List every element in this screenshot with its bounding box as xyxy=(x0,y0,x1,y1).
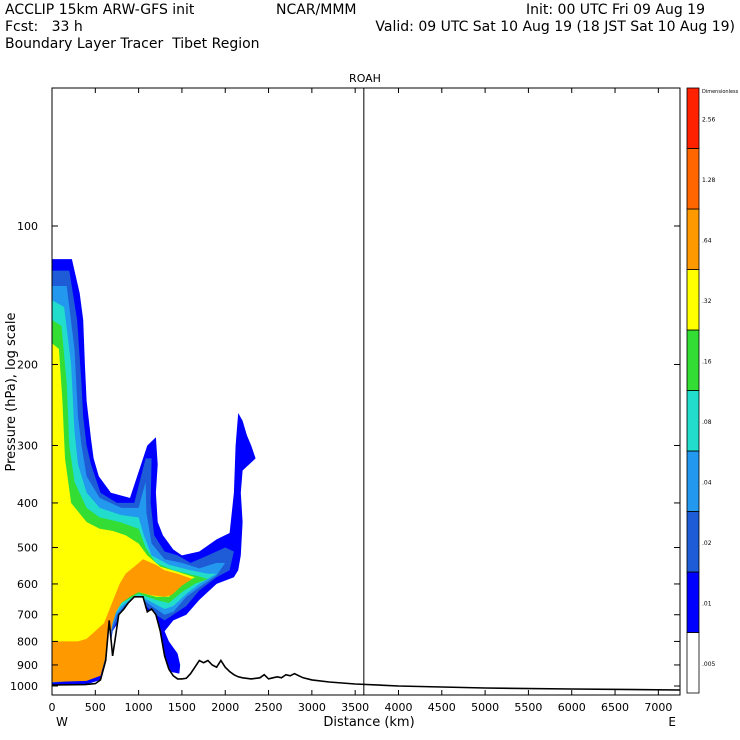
y-tick-label: 700 xyxy=(17,609,38,622)
x-tick-label: 3500 xyxy=(341,701,369,714)
x-axis-ticks: 0 500 1000 1500 2000 2500 3000 3500 4000 4500 5000… xyxy=(49,88,672,714)
tracer-band-64 xyxy=(52,559,193,682)
colorbar-level-label: .04 xyxy=(702,479,712,486)
header-model-title: ACCLIP 15km ARW-GFS init xyxy=(5,2,195,18)
colorbar-swatch xyxy=(686,511,700,573)
colorbar: .005 .01 .02 .04 .08 .16 .32 .64 1.28 2.56 Dimensi… xyxy=(686,87,739,694)
terrain-profile xyxy=(51,595,681,695)
colorbar-swatch xyxy=(686,148,700,210)
colorbar-level-label: 2.56 xyxy=(702,116,716,123)
y-tick-label: 500 xyxy=(17,542,38,555)
tracer-contours xyxy=(52,259,256,686)
header-valid-time: Valid: 09 UTC Sat 10 Aug 19 (18 JST Sat … xyxy=(375,19,735,35)
colorbar-level-label: .32 xyxy=(702,298,712,305)
x-tick-label: 2500 xyxy=(255,701,283,714)
colorbar-level-label: 1.28 xyxy=(702,177,716,184)
x-tick-label: 1000 xyxy=(125,701,153,714)
colorbar-swatch xyxy=(686,269,700,331)
y-tick-label: 900 xyxy=(17,659,38,672)
plot-frame xyxy=(51,87,681,696)
colorbar-swatch xyxy=(686,450,700,512)
x-axis-east-label: E xyxy=(668,715,676,729)
colorbar-swatch xyxy=(686,329,700,391)
y-tick-label: 1000 xyxy=(10,680,38,693)
x-tick-label: 4000 xyxy=(384,701,412,714)
header-init-time: Init: 00 UTC Fri 09 Aug 19 xyxy=(525,2,705,18)
x-tick-label: 4500 xyxy=(428,701,456,714)
x-tick-label: 500 xyxy=(85,701,106,714)
x-tick-label: 7000 xyxy=(644,701,672,714)
colorbar-swatch xyxy=(686,632,700,694)
x-tick-label: 2000 xyxy=(211,701,239,714)
colorbar-swatch xyxy=(686,390,700,452)
terrain-fill xyxy=(52,596,680,695)
x-tick-label: 6000 xyxy=(558,701,586,714)
colorbar-units-label: Dimensionless xyxy=(702,89,739,95)
colorbar-level-label: .005 xyxy=(702,661,716,668)
colorbar-level-label: .08 xyxy=(702,419,712,426)
y-tick-label: 200 xyxy=(17,358,38,371)
x-tick-label: 3000 xyxy=(298,701,326,714)
y-tick-label: 600 xyxy=(17,578,38,591)
colorbar-swatch xyxy=(686,571,700,633)
y-axis-ticks: 100 200 300 400 500 600 700 800 900 1000 xyxy=(10,220,680,693)
y-tick-label: 100 xyxy=(17,220,38,233)
chart-title: ROAH xyxy=(349,72,381,85)
x-axis-label: Distance (km) xyxy=(323,715,414,730)
x-tick-label: 5500 xyxy=(514,701,542,714)
x-tick-label: 5000 xyxy=(471,701,499,714)
colorbar-level-label: .01 xyxy=(702,600,712,607)
colorbar-swatch xyxy=(686,208,700,270)
y-axis-label: Pressure (hPa), log scale xyxy=(4,313,19,472)
x-tick-label: 0 xyxy=(49,701,56,714)
y-tick-label: 400 xyxy=(17,497,38,510)
y-tick-label: 300 xyxy=(17,439,38,452)
header-institution: NCAR/MMM xyxy=(276,2,357,18)
colorbar-level-label: .02 xyxy=(702,540,712,547)
colorbar-level-label: .64 xyxy=(702,237,712,244)
colorbar-swatch xyxy=(686,87,700,149)
header-field-name: Boundary Layer Tracer Tibet Region xyxy=(5,36,260,52)
colorbar-level-label: .16 xyxy=(702,358,712,365)
x-axis-west-label: W xyxy=(56,715,68,729)
y-tick-label: 800 xyxy=(17,635,38,648)
terrain-line xyxy=(51,595,681,691)
x-tick-label: 1500 xyxy=(168,701,196,714)
header-forecast-hour: Fcst: 33 h xyxy=(5,19,83,35)
x-tick-label: 6500 xyxy=(601,701,629,714)
